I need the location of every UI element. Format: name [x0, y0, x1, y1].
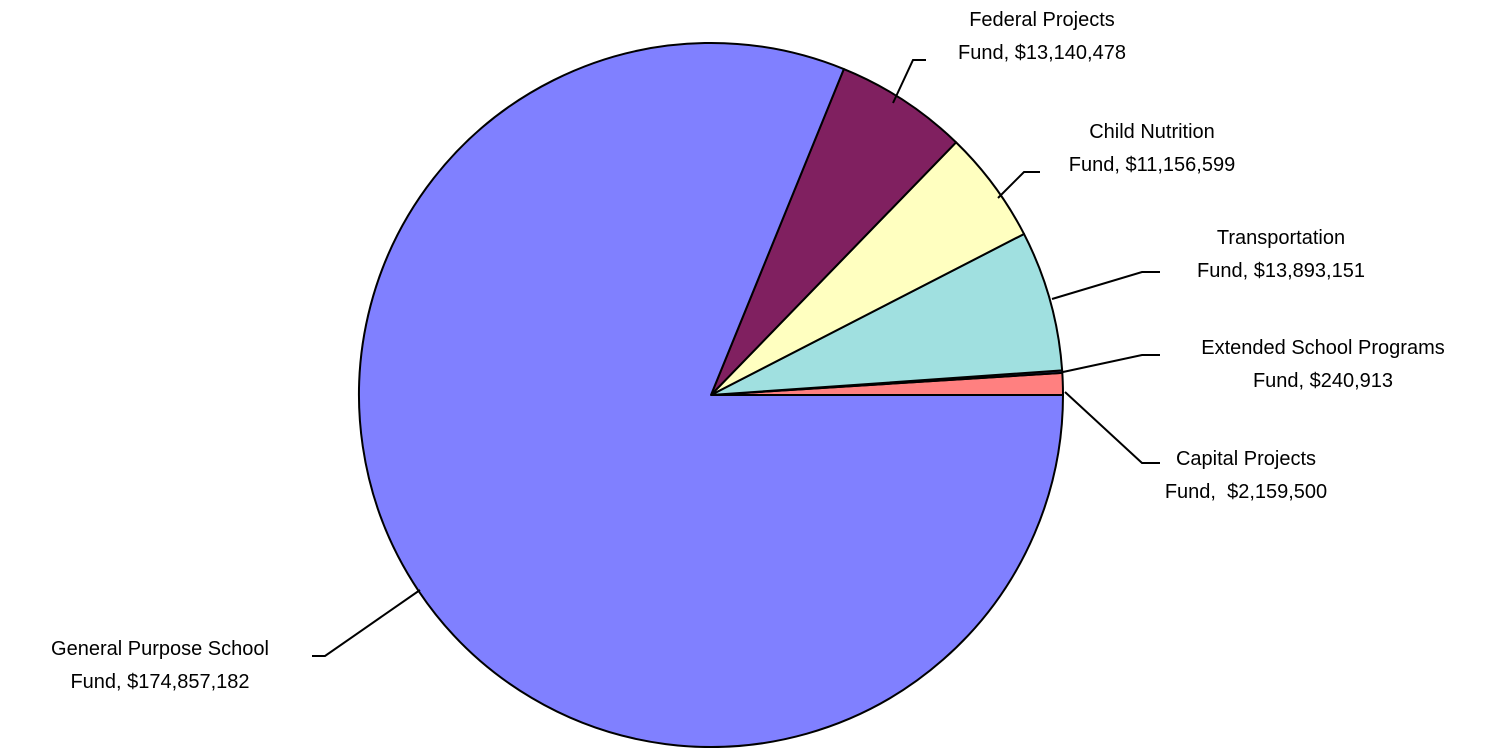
- leader-line-child-nutrition: [997, 171, 1040, 199]
- slice-label-extended-school-programs-line1: Extended School Programs: [1201, 337, 1444, 359]
- slice-label-federal-projects-line1: Federal Projects: [969, 9, 1115, 31]
- labels-layer: Capital Projects Fund, $2,159,500 Extended…: [51, 9, 1445, 693]
- slice-label-capital-projects-line2: Fund, $2,159,500: [1165, 481, 1327, 503]
- leader-line-capital-projects: [1064, 391, 1160, 464]
- slice-label-capital-projects-line1: Capital Projects: [1176, 448, 1316, 470]
- slice-label-child-nutrition-line1: Child Nutrition: [1089, 121, 1215, 143]
- leader-line-extended-school-programs: [1062, 354, 1160, 373]
- pie-slice-transportation: [710, 232, 1064, 396]
- slice-label-transportation-line2: Fund, $13,893,151: [1197, 260, 1365, 282]
- pie-slice-federal-projects: [710, 68, 958, 396]
- slice-label-general-purpose-school-line2: Fund, $174,857,182: [70, 671, 249, 693]
- slice-label-extended-school-programs-line2: Fund, $240,913: [1253, 370, 1393, 392]
- leader-line-general-purpose-school: [312, 589, 421, 657]
- leader-line-federal-projects: [892, 59, 926, 104]
- slice-label-general-purpose-school-line1: General Purpose School: [51, 638, 269, 660]
- leader-line-transportation: [1051, 271, 1160, 300]
- leader-lines-layer: [312, 59, 1160, 657]
- slice-label-child-nutrition-line2: Fund, $11,156,599: [1069, 154, 1235, 176]
- slice-label-federal-projects-line2: Fund, $13,140,478: [958, 42, 1126, 64]
- slice-label-transportation-line1: Transportation: [1217, 227, 1345, 249]
- slices-layer: [358, 42, 1064, 748]
